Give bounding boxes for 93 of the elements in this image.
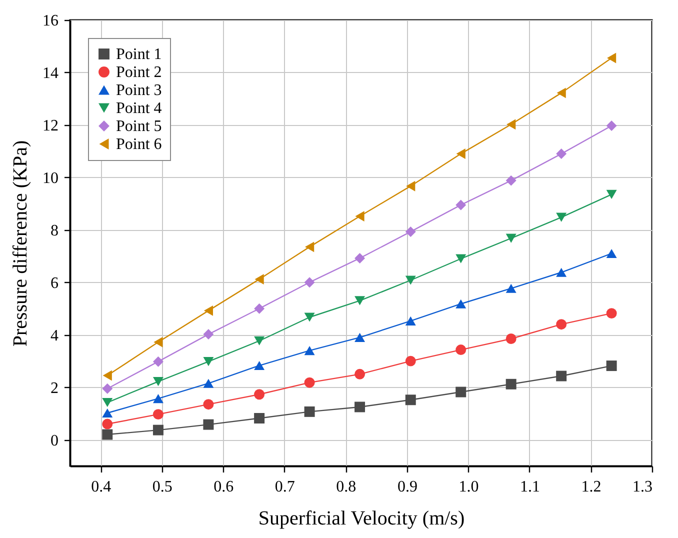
legend-label: Point 6: [116, 136, 162, 153]
point: [152, 409, 164, 420]
x-tick-label: 1.0: [458, 478, 479, 496]
y-tick-label: 12: [42, 117, 58, 134]
point: [456, 148, 466, 160]
x-tick-label: 0.8: [336, 478, 356, 496]
point: [556, 319, 567, 330]
x-tick-label: 0.7: [274, 478, 295, 496]
point: [102, 398, 113, 408]
point: [102, 429, 113, 440]
point: [254, 413, 265, 424]
point: [254, 336, 265, 346]
point: [606, 308, 617, 319]
point: [102, 418, 113, 430]
point: [203, 329, 214, 340]
point: [406, 180, 416, 192]
point: [354, 252, 366, 264]
point: [354, 402, 366, 412]
x-tick-label: 0.9: [397, 478, 418, 496]
x-tick-label: 0.4: [91, 478, 112, 496]
point: [506, 175, 516, 186]
point: [304, 406, 315, 417]
point: [556, 370, 567, 382]
point: [405, 356, 416, 366]
y-tick-label: 4: [50, 327, 58, 344]
x-tick-label: 0.5: [152, 478, 172, 496]
point: [152, 394, 164, 404]
point: [305, 242, 314, 252]
legend-label: Point 4: [116, 100, 162, 117]
point: [354, 296, 366, 306]
point: [556, 212, 567, 222]
point: [556, 268, 567, 277]
legend-label: Point 2: [116, 64, 162, 81]
point: [355, 210, 364, 222]
x-tick-label: 1.3: [632, 478, 652, 496]
point: [102, 408, 113, 418]
y-tick-label: 16: [42, 12, 58, 30]
point: [254, 303, 265, 314]
point: [152, 376, 164, 386]
y-tick-label: 0: [50, 432, 58, 450]
point: [456, 386, 466, 398]
point: [506, 334, 516, 344]
point: [506, 284, 516, 293]
y-tick-label: 10: [42, 170, 58, 187]
point: [606, 248, 617, 258]
point: [203, 357, 214, 366]
y-tick-label: 14: [42, 64, 58, 82]
point: [102, 383, 113, 394]
legend-label: Point 3: [116, 82, 162, 99]
legend-label: Point 5: [116, 118, 162, 135]
legend-label: Point 1: [116, 46, 162, 63]
point: [456, 254, 466, 264]
point: [354, 368, 366, 380]
point: [304, 346, 315, 356]
y-tick-label: 2: [50, 380, 58, 397]
point: [606, 360, 617, 372]
x-tick-label: 1.1: [520, 478, 540, 496]
point: [405, 226, 416, 237]
point: [607, 52, 616, 64]
point: [203, 399, 214, 410]
point: [405, 276, 416, 285]
point: [304, 377, 315, 388]
point: [304, 312, 315, 322]
x-axis-title: Superficial Velocity (m/s): [258, 508, 465, 530]
point: [506, 119, 516, 130]
point: [506, 378, 516, 390]
point: [456, 344, 466, 356]
point: [354, 332, 366, 342]
point: [506, 234, 516, 243]
point: [556, 88, 566, 98]
point: [405, 394, 416, 406]
point: [102, 370, 112, 381]
point: [254, 389, 265, 400]
point: [606, 120, 617, 131]
point: [152, 424, 164, 436]
point: [405, 316, 416, 326]
point: [154, 336, 163, 348]
point: [456, 299, 466, 308]
point: [606, 190, 617, 200]
point: [203, 378, 214, 388]
y-axis-title: Pressure difference (KPa): [10, 140, 32, 347]
point: [254, 274, 264, 284]
point: [456, 200, 466, 210]
point: [204, 305, 213, 316]
point: [304, 277, 315, 288]
point: [203, 419, 214, 430]
x-tick-label: 1.2: [581, 478, 602, 496]
point: [254, 360, 265, 370]
point: [556, 148, 567, 160]
x-tick-label: 0.6: [214, 478, 234, 496]
y-tick-label: 8: [50, 222, 58, 240]
y-tick-label: 6: [50, 274, 58, 292]
point: [152, 356, 164, 367]
